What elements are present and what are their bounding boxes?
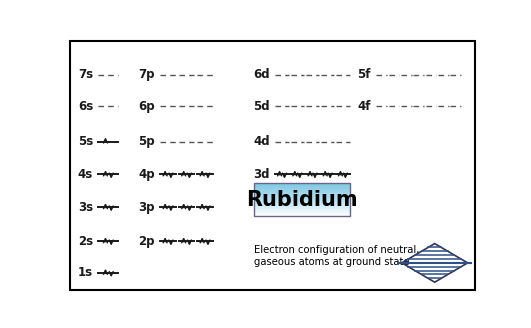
- Text: 2s: 2s: [78, 235, 93, 248]
- Text: 7p: 7p: [139, 68, 155, 81]
- Text: 4p: 4p: [138, 168, 155, 181]
- Text: 5s: 5s: [78, 135, 93, 148]
- Text: Electron configuration of neutral,
gaseous atoms at ground state: Electron configuration of neutral, gaseo…: [254, 245, 419, 267]
- Text: 6p: 6p: [138, 100, 155, 113]
- Bar: [254, 183, 350, 216]
- Text: 4s: 4s: [78, 168, 93, 181]
- Text: 5p: 5p: [138, 135, 155, 148]
- Text: 4d: 4d: [253, 135, 270, 148]
- Text: 6s: 6s: [78, 100, 93, 113]
- Text: 6d: 6d: [253, 68, 270, 81]
- Text: 3p: 3p: [139, 201, 155, 214]
- Text: 3d: 3d: [254, 168, 270, 181]
- Text: 3s: 3s: [78, 201, 93, 214]
- Text: 5f: 5f: [357, 68, 371, 81]
- Text: Rubidium: Rubidium: [246, 190, 358, 210]
- Text: 4f: 4f: [357, 100, 371, 113]
- Text: 5d: 5d: [253, 100, 270, 113]
- Text: 1s: 1s: [78, 266, 93, 279]
- Text: 2p: 2p: [139, 235, 155, 248]
- Text: 7s: 7s: [78, 68, 93, 81]
